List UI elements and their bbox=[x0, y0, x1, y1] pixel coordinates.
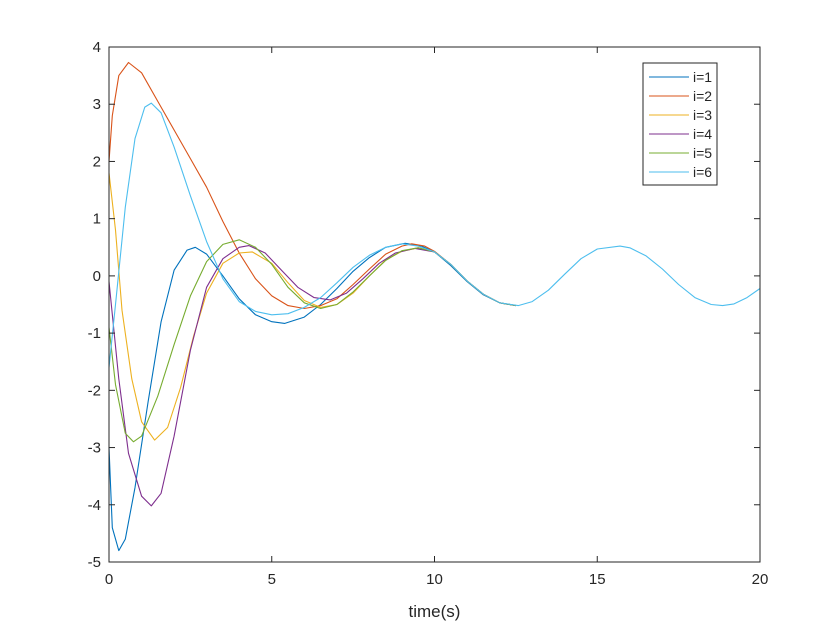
y-tick-label: -2 bbox=[88, 382, 101, 399]
y-tick-label: -3 bbox=[88, 440, 101, 457]
y-tick-label: 2 bbox=[93, 153, 101, 170]
tick-layer: 0 5 10 15 20 -5 -4 -3 -2 -1 0 1 2 3 4 bbox=[88, 39, 769, 588]
y-tick-label: 4 bbox=[93, 39, 101, 56]
x-tick-label: 5 bbox=[268, 571, 276, 588]
series-line-6 bbox=[108, 102, 761, 368]
y-tick-label: -4 bbox=[88, 497, 101, 514]
y-tick-label: -1 bbox=[88, 325, 101, 342]
y-tick-label: -5 bbox=[88, 554, 101, 571]
x-tick-label: 20 bbox=[752, 571, 769, 588]
y-tick-label: 3 bbox=[93, 96, 101, 113]
legend-label: i=3 bbox=[693, 107, 712, 123]
legend-box bbox=[642, 62, 718, 186]
y-tick-label: 1 bbox=[93, 211, 101, 228]
legend-label: i=2 bbox=[693, 88, 712, 104]
x-tick-label: 10 bbox=[426, 571, 443, 588]
legend-label: i=4 bbox=[693, 126, 712, 142]
legend-label: i=1 bbox=[693, 69, 712, 85]
series-layer bbox=[108, 61, 761, 552]
y-tick-label: 0 bbox=[93, 268, 101, 285]
legend: i=1 i=2 i=3 i=4 i=5 i=6 bbox=[642, 62, 718, 186]
x-axis-label: time(s) bbox=[409, 602, 461, 621]
x-tick-label: 0 bbox=[105, 571, 113, 588]
legend-label: i=5 bbox=[693, 145, 712, 161]
legend-label: i=6 bbox=[693, 164, 712, 180]
x-tick-label: 15 bbox=[589, 571, 606, 588]
